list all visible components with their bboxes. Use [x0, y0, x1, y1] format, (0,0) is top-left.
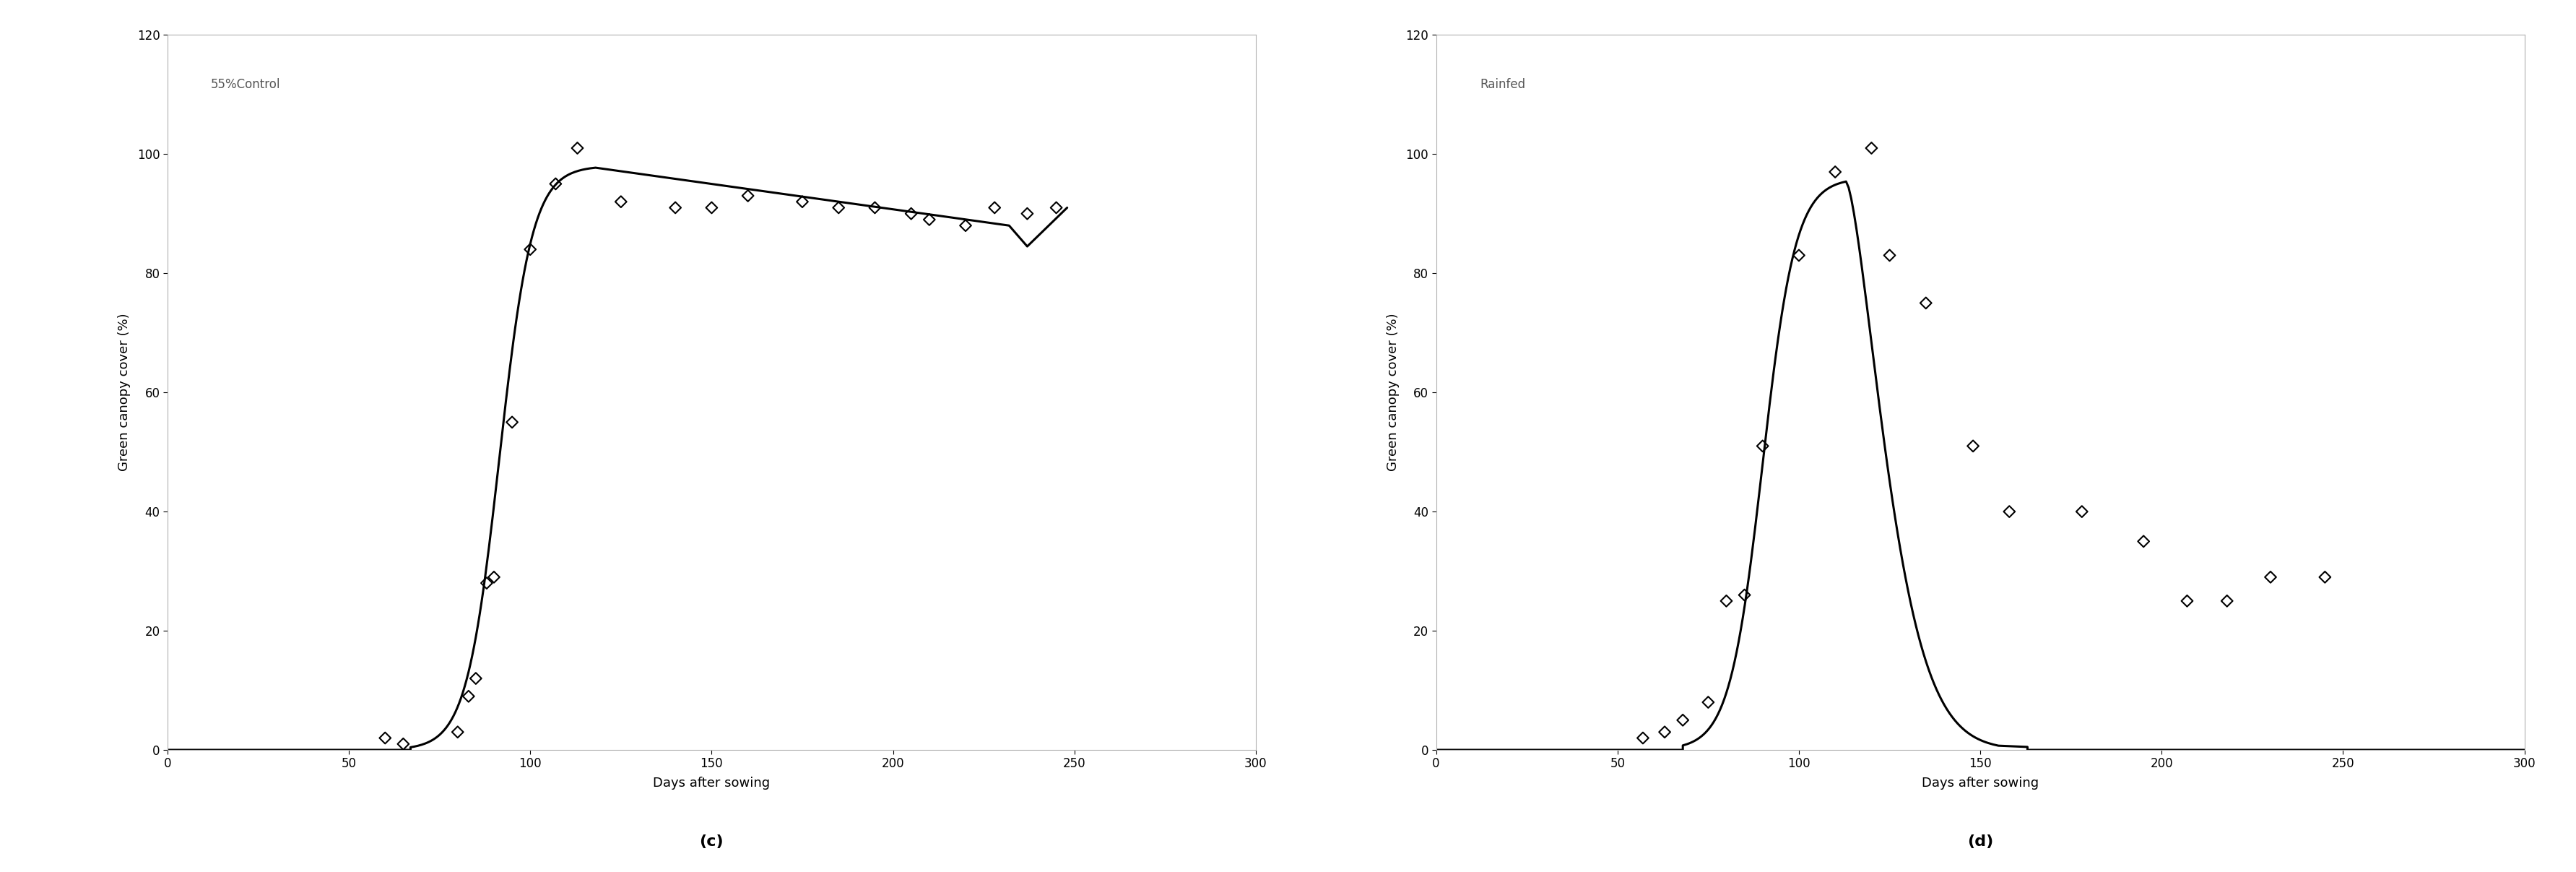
X-axis label: Days after sowing: Days after sowing — [654, 776, 770, 789]
Point — [945, 219, 987, 233]
Point — [1870, 249, 1911, 262]
Point — [855, 201, 896, 215]
Point — [600, 194, 641, 208]
Point — [726, 189, 768, 203]
Point — [448, 689, 489, 703]
Point — [1643, 726, 1685, 739]
Point — [536, 177, 577, 191]
X-axis label: Days after sowing: Days after sowing — [1922, 776, 2038, 789]
Point — [1007, 207, 1048, 221]
Point — [2306, 570, 2347, 584]
Point — [690, 201, 732, 215]
Point — [1850, 141, 1891, 155]
Point — [2249, 570, 2290, 584]
Point — [781, 194, 822, 208]
Point — [466, 576, 507, 590]
Point — [366, 731, 407, 745]
Point — [1741, 439, 1783, 453]
Point — [909, 213, 951, 227]
Point — [1906, 296, 1947, 310]
Point — [1662, 713, 1703, 727]
Point — [1623, 731, 1664, 745]
Point — [1989, 505, 2030, 519]
Text: (c): (c) — [701, 835, 724, 848]
Point — [2061, 505, 2102, 519]
Text: (d): (d) — [1968, 835, 1994, 848]
Point — [1814, 165, 1855, 179]
Y-axis label: Green canopy cover (%): Green canopy cover (%) — [118, 313, 131, 472]
Point — [1953, 439, 1994, 453]
Point — [384, 737, 425, 751]
Point — [438, 726, 479, 739]
Point — [556, 141, 598, 155]
Point — [2166, 594, 2208, 608]
Point — [1036, 201, 1077, 215]
Point — [492, 415, 533, 429]
Point — [819, 201, 860, 215]
Point — [2208, 594, 2249, 608]
Y-axis label: Green canopy cover (%): Green canopy cover (%) — [1386, 313, 1399, 472]
Point — [1705, 594, 1747, 608]
Text: Rainfed: Rainfed — [1479, 78, 1525, 91]
Point — [1687, 695, 1728, 709]
Point — [974, 201, 1015, 215]
Point — [1777, 249, 1819, 262]
Point — [474, 570, 515, 584]
Point — [456, 671, 497, 685]
Point — [2123, 535, 2164, 548]
Point — [891, 207, 933, 221]
Point — [1723, 588, 1765, 602]
Point — [654, 201, 696, 215]
Point — [510, 242, 551, 256]
Text: 55%Control: 55%Control — [211, 78, 281, 91]
